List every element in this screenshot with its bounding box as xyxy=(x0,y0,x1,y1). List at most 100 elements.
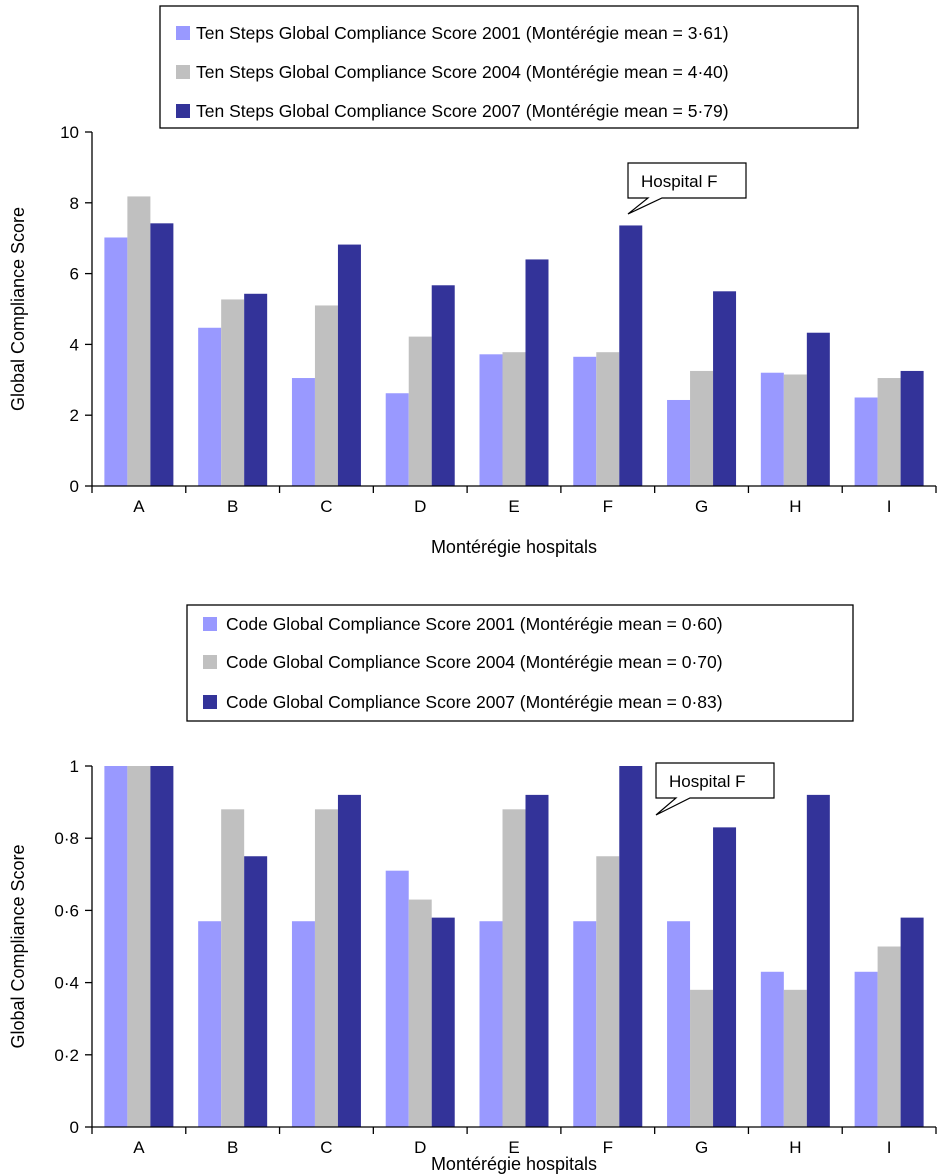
callout-text: Hospital F xyxy=(669,772,746,791)
hospital-f-callout: Hospital F xyxy=(655,762,775,816)
bar-c-series-2 xyxy=(314,305,338,486)
bar-g-series-1 xyxy=(667,399,691,486)
legend-swatch xyxy=(203,617,217,631)
legend-box xyxy=(186,604,854,722)
chart-1: 0 2 4 6 8 10 A B C D E F G H I Montérégie hospitals Glob… xyxy=(8,5,937,557)
y-tick-label: 10 xyxy=(60,123,79,142)
bar-e-series-3 xyxy=(525,794,549,1127)
x-axis-title: Montérégie hospitals xyxy=(431,1154,597,1174)
bar-b-series-1 xyxy=(198,327,222,486)
x-tick-label: B xyxy=(227,497,238,516)
bar-i-series-3 xyxy=(900,917,924,1127)
y-axis-title: Global Compliance Score xyxy=(8,207,28,411)
x-tick-label: I xyxy=(887,497,892,516)
bar-i-series-1 xyxy=(854,971,878,1127)
legend-swatch xyxy=(203,695,217,709)
y-tick-label: 0 xyxy=(70,477,79,496)
bar-i-series-1 xyxy=(854,397,878,486)
bar-g-series-2 xyxy=(690,989,714,1127)
legend-label: Ten Steps Global Compliance Score 2001 (… xyxy=(196,23,729,43)
bar-a-series-1 xyxy=(104,237,128,486)
bar-f-series-3 xyxy=(619,225,643,486)
bar-h-series-2 xyxy=(783,989,807,1127)
bar-h-series-1 xyxy=(760,971,784,1127)
bar-e-series-2 xyxy=(502,352,526,486)
callout-shape xyxy=(627,162,747,215)
bar-e-series-1 xyxy=(479,921,503,1127)
x-tick-label: E xyxy=(508,497,519,516)
legend-swatch xyxy=(176,26,190,40)
chart-2: 0 0·2 0·4 0·6 0·8 1 A B C D E F G H I Montérégie hospit… xyxy=(8,604,937,1174)
legend-swatch xyxy=(203,655,217,669)
legend: Ten Steps Global Compliance Score 2001 (… xyxy=(159,5,859,129)
x-tick-label: D xyxy=(414,1138,426,1157)
y-tick-label: 0 xyxy=(70,1118,79,1137)
bar-f-series-1 xyxy=(573,921,597,1127)
bar-e-series-3 xyxy=(525,259,549,486)
bar-c-series-1 xyxy=(291,921,315,1127)
y-tick-label: 1 xyxy=(70,757,79,776)
bar-i-series-3 xyxy=(900,370,924,486)
bar-g-series-3 xyxy=(713,291,737,486)
legend-label: Ten Steps Global Compliance Score 2004 (… xyxy=(196,62,729,82)
bar-a-series-3 xyxy=(150,223,174,486)
y-tick-label: 2 xyxy=(70,406,79,425)
bar-h-series-3 xyxy=(806,332,830,486)
legend-label: Code Global Compliance Score 2004 (Monté… xyxy=(226,652,723,672)
bar-c-series-3 xyxy=(337,794,361,1127)
bar-b-series-3 xyxy=(244,293,268,486)
bar-a-series-3 xyxy=(150,766,174,1127)
bar-d-series-1 xyxy=(385,393,409,486)
bar-a-series-2 xyxy=(127,766,151,1127)
x-tick-label: H xyxy=(789,497,801,516)
legend-swatch xyxy=(176,65,190,79)
bar-f-series-1 xyxy=(573,356,597,486)
bar-c-series-1 xyxy=(291,378,315,486)
bar-f-series-2 xyxy=(596,856,620,1127)
y-axis-title: Global Compliance Score xyxy=(8,844,28,1048)
x-tick-label: H xyxy=(789,1138,801,1157)
x-tick-label: F xyxy=(603,497,613,516)
x-tick-label: A xyxy=(133,1138,145,1157)
bar-g-series-3 xyxy=(713,827,737,1127)
x-tick-label: F xyxy=(603,1138,613,1157)
bar-d-series-1 xyxy=(385,870,409,1127)
y-tick-label: 8 xyxy=(70,194,79,213)
x-tick-label: D xyxy=(414,497,426,516)
x-tick-label: I xyxy=(887,1138,892,1157)
y-tick-label: 0·8 xyxy=(54,829,79,848)
y-tick-label: 6 xyxy=(70,265,79,284)
bar-b-series-2 xyxy=(221,809,245,1127)
x-tick-label: G xyxy=(695,497,708,516)
x-tick-label: G xyxy=(695,1138,708,1157)
legend-label: Code Global Compliance Score 2001 (Monté… xyxy=(226,614,723,634)
bar-d-series-2 xyxy=(408,336,432,486)
legend: Code Global Compliance Score 2001 (Monté… xyxy=(186,604,854,722)
x-tick-label: B xyxy=(227,1138,238,1157)
legend-label: Code Global Compliance Score 2007 (Monté… xyxy=(226,692,723,712)
x-tick-label: E xyxy=(508,1138,519,1157)
hospital-f-callout: Hospital F xyxy=(627,162,747,215)
x-tick-label: C xyxy=(320,1138,332,1157)
bar-b-series-3 xyxy=(244,856,268,1127)
bar-g-series-1 xyxy=(667,921,691,1127)
bar-c-series-3 xyxy=(337,244,361,486)
callout-text: Hospital F xyxy=(641,172,718,191)
bar-h-series-2 xyxy=(783,374,807,486)
bar-g-series-2 xyxy=(690,370,714,486)
x-axis-title: Montérégie hospitals xyxy=(431,537,597,557)
bar-e-series-1 xyxy=(479,354,503,486)
y-tick-label: 4 xyxy=(70,335,79,354)
bar-d-series-3 xyxy=(431,917,455,1127)
bar-b-series-1 xyxy=(198,921,222,1127)
y-tick-label: 0·2 xyxy=(54,1046,79,1065)
bar-h-series-3 xyxy=(806,794,830,1127)
bar-d-series-3 xyxy=(431,285,455,486)
bar-f-series-3 xyxy=(619,766,643,1127)
bar-f-series-2 xyxy=(596,352,620,486)
bar-i-series-2 xyxy=(877,378,901,486)
y-tick-label: 0·6 xyxy=(54,901,79,920)
bar-b-series-2 xyxy=(221,299,245,486)
legend-box xyxy=(159,5,859,129)
